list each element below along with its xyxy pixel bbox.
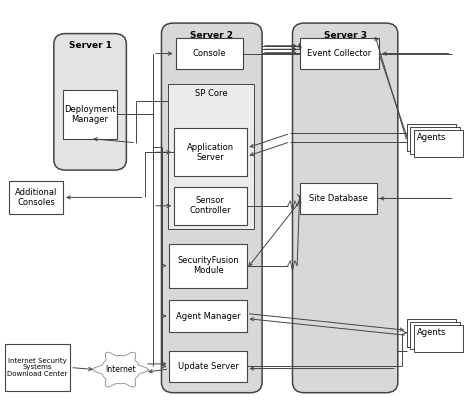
Text: Sensor
Controller: Sensor Controller <box>190 196 231 215</box>
Bar <box>300 183 377 214</box>
Text: Internet: Internet <box>105 365 136 374</box>
Bar <box>9 181 63 214</box>
Bar <box>174 128 247 176</box>
Text: Agent Manager: Agent Manager <box>176 312 241 320</box>
Bar <box>407 124 456 151</box>
Text: Agents: Agents <box>417 133 446 142</box>
Text: Application
Server: Application Server <box>187 142 234 162</box>
Text: Deployment
Manager: Deployment Manager <box>64 105 116 124</box>
Text: Internet Security
Systems
Download Center: Internet Security Systems Download Cente… <box>7 357 67 378</box>
Text: Additional
Consoles: Additional Consoles <box>15 188 58 207</box>
FancyBboxPatch shape <box>161 23 262 393</box>
Bar <box>169 351 247 382</box>
Polygon shape <box>93 352 148 387</box>
Bar <box>407 319 456 346</box>
Bar <box>414 130 463 157</box>
Bar <box>300 38 379 69</box>
Bar <box>410 127 460 154</box>
Text: Server 1: Server 1 <box>69 41 111 50</box>
Text: Event Collector: Event Collector <box>307 49 372 58</box>
Bar <box>414 325 463 352</box>
Text: Server 3: Server 3 <box>324 31 366 39</box>
Bar <box>5 344 70 391</box>
Text: Update Server: Update Server <box>177 362 239 371</box>
Bar <box>63 90 117 139</box>
Text: Console: Console <box>193 49 226 58</box>
Bar <box>174 187 247 225</box>
Bar <box>176 38 243 69</box>
FancyBboxPatch shape <box>292 23 398 393</box>
FancyBboxPatch shape <box>54 34 126 170</box>
Text: SecurityFusion
Module: SecurityFusion Module <box>177 256 239 276</box>
Text: Agents: Agents <box>417 328 446 337</box>
Bar <box>169 244 247 288</box>
Bar <box>410 322 460 349</box>
Bar <box>169 300 247 332</box>
Text: Site Database: Site Database <box>309 194 367 203</box>
Text: SP Core: SP Core <box>195 89 227 98</box>
Text: Server 2: Server 2 <box>190 31 233 39</box>
Bar <box>168 84 254 229</box>
